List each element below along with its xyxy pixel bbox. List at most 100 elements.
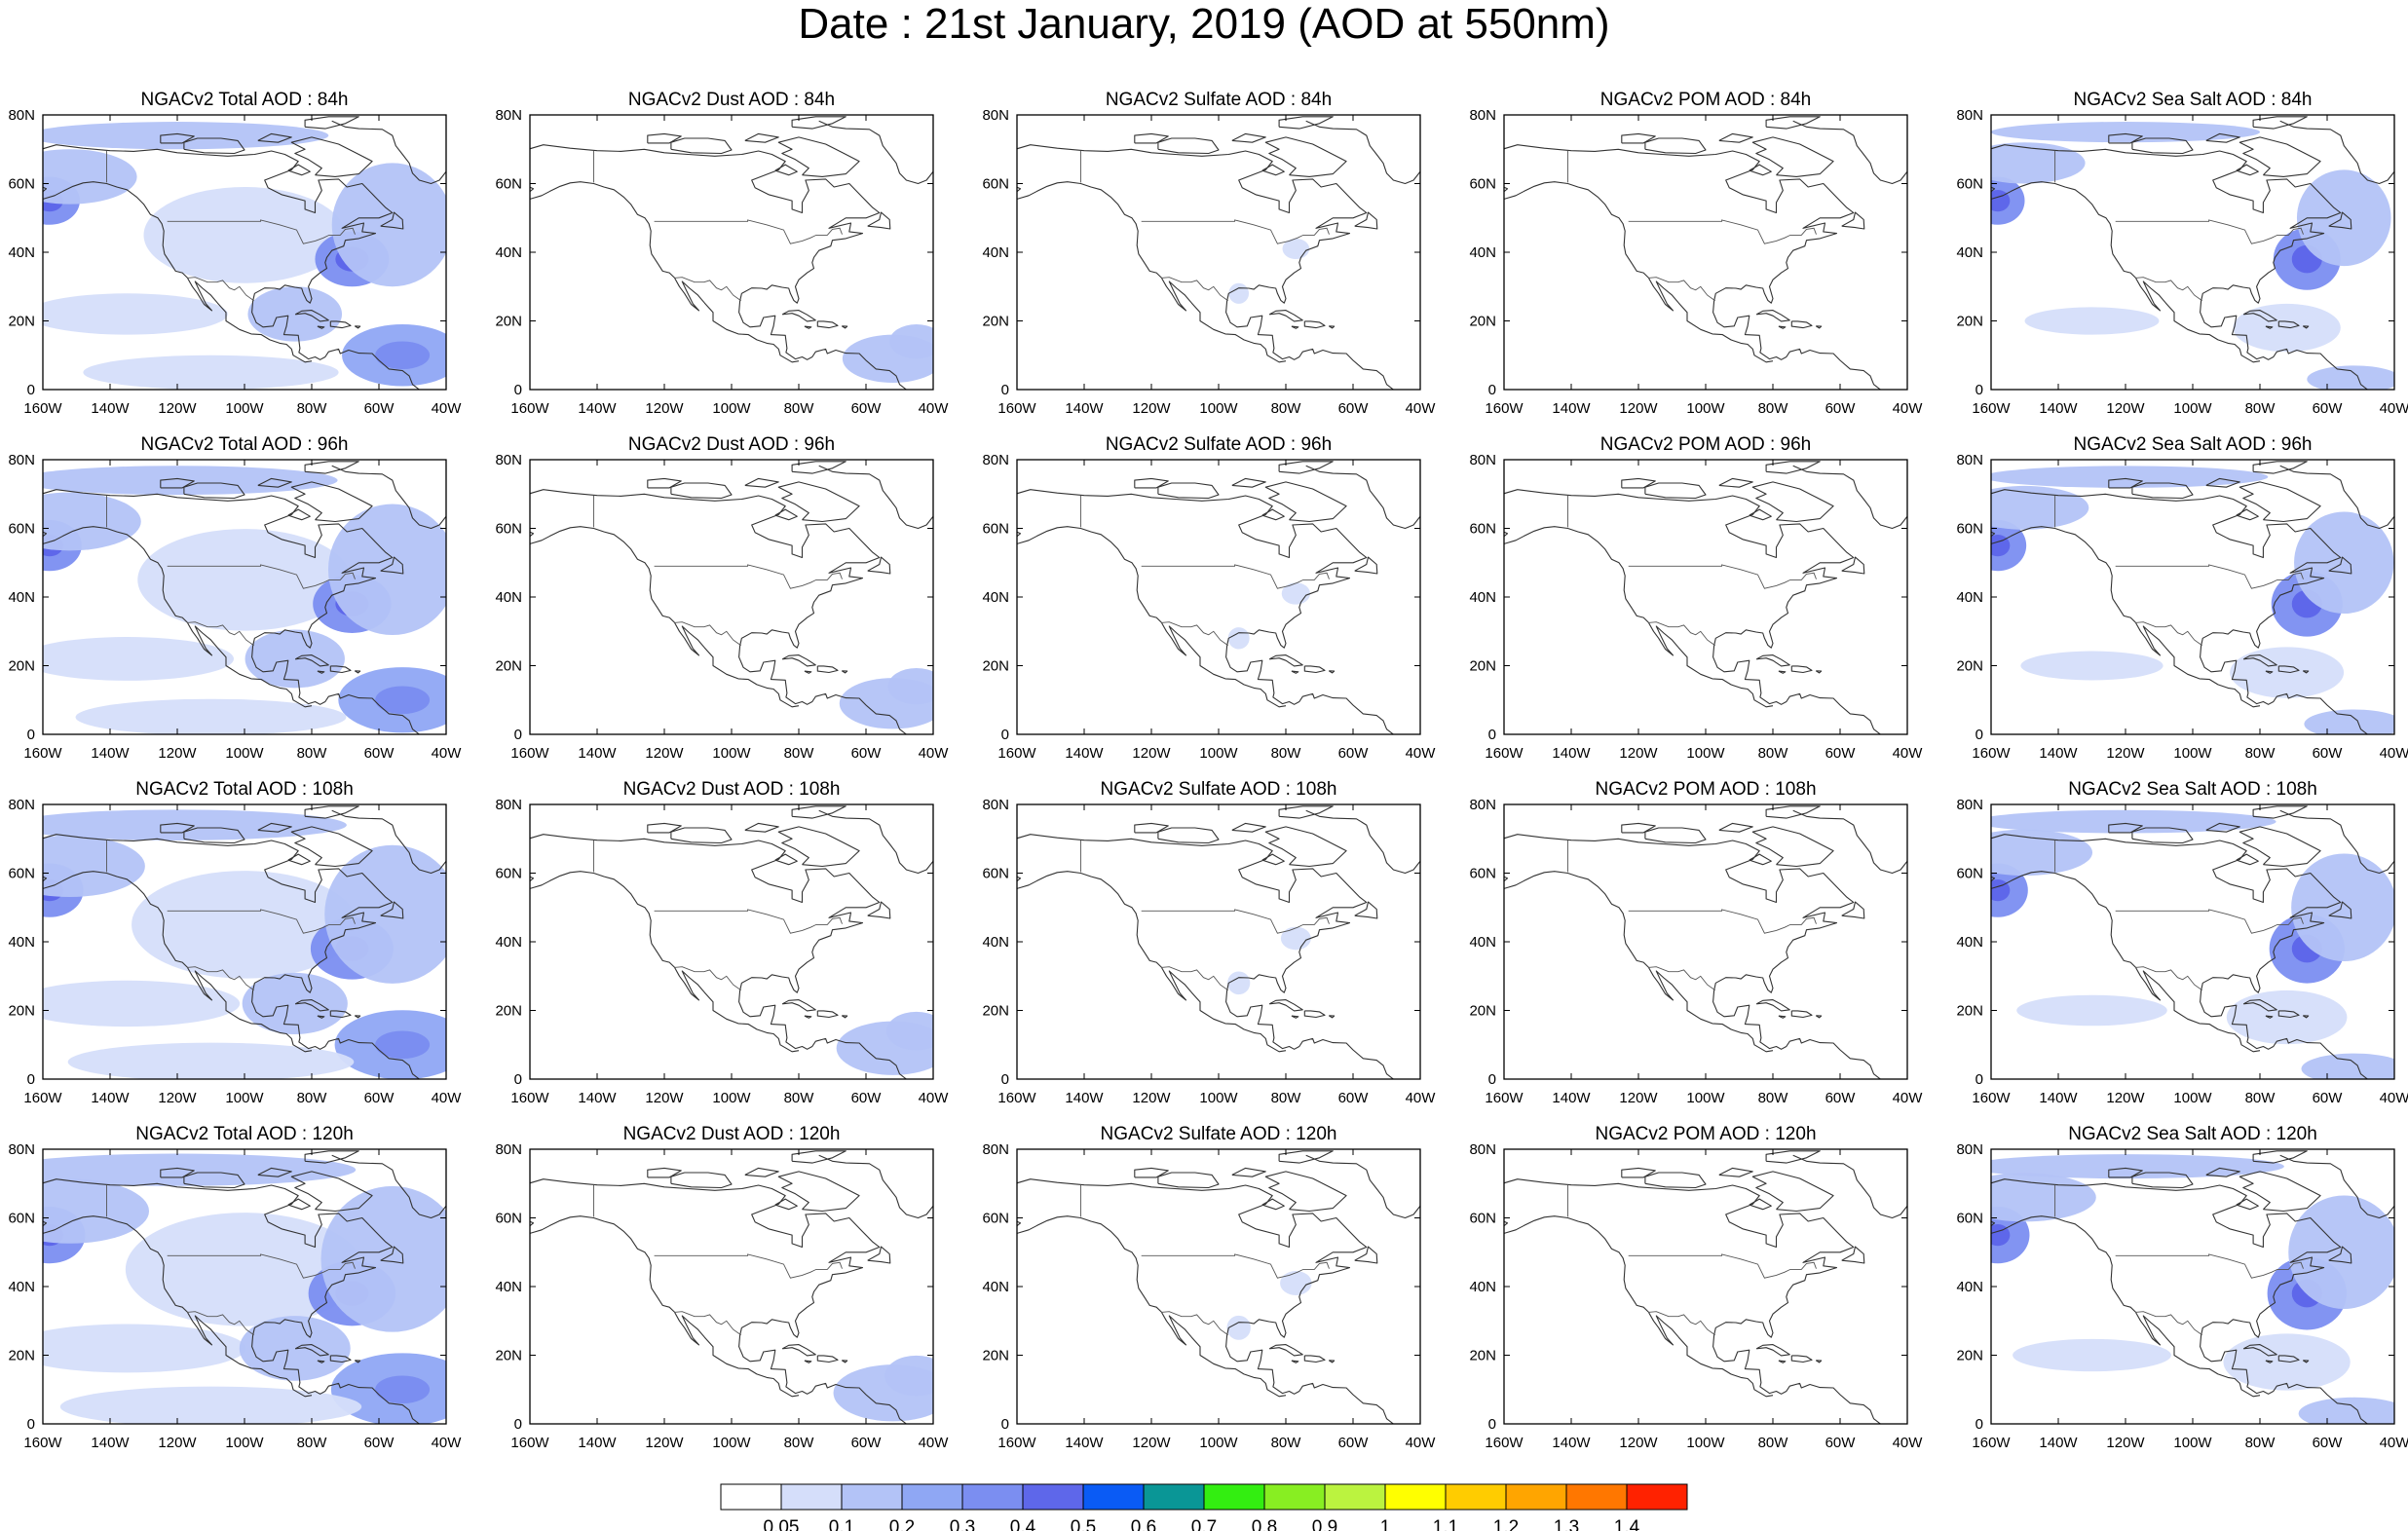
coastline xyxy=(781,654,816,667)
lon-tick-label: 140W xyxy=(578,1435,617,1451)
coastline xyxy=(1261,853,1285,866)
coastline xyxy=(294,310,329,322)
lat-tick-label: 0 xyxy=(1488,727,1496,743)
coastline xyxy=(1303,320,1326,329)
coastline xyxy=(317,1360,325,1363)
lat-tick-label: 0 xyxy=(27,1071,35,1088)
aod-shading xyxy=(887,667,933,705)
lon-tick-label: 60W xyxy=(851,1435,883,1451)
coastline xyxy=(304,116,359,130)
coastline xyxy=(841,1360,848,1363)
lat-tick-label: 0 xyxy=(514,1071,522,1088)
country-border xyxy=(1647,966,1715,991)
coastline xyxy=(1278,1150,1334,1164)
lon-tick-label: 140W xyxy=(1065,745,1104,762)
lat-tick-label: 80N xyxy=(8,452,35,468)
lon-tick-label: 140W xyxy=(91,400,130,417)
lon-tick-label: 140W xyxy=(1552,1090,1591,1106)
coastline xyxy=(1278,805,1334,819)
coastline xyxy=(1291,325,1299,329)
lat-tick-label: 40N xyxy=(495,244,522,261)
lon-tick-label: 120W xyxy=(158,400,197,417)
coastline xyxy=(2131,827,2194,844)
coastline xyxy=(781,1344,816,1357)
lon-tick-label: 140W xyxy=(91,1090,130,1106)
coastline xyxy=(2277,1355,2300,1363)
coastline xyxy=(2302,670,2310,674)
lon-tick-label: 160W xyxy=(510,745,549,762)
coastline xyxy=(1268,654,1303,667)
coastline xyxy=(1157,827,1220,844)
coastline xyxy=(329,665,352,674)
coastline xyxy=(1017,144,1395,390)
page-title: Date : 21st January, 2019 (AOD at 550nm) xyxy=(798,0,1610,48)
country-border xyxy=(2115,1253,2304,1279)
country-border xyxy=(186,1311,254,1336)
coastline xyxy=(530,526,800,708)
coastline xyxy=(2205,477,2240,488)
coastline xyxy=(1328,325,1336,329)
aod-field xyxy=(1991,460,2394,734)
country-border xyxy=(1141,219,1330,244)
lon-tick-label: 100W xyxy=(225,400,264,417)
panel-title: NGACv2 Dust AOD : 96h xyxy=(628,434,835,455)
coastline xyxy=(2242,999,2277,1012)
lon-tick-label: 60W xyxy=(364,745,395,762)
map-frame xyxy=(1503,459,1908,735)
lon-tick-label: 80W xyxy=(1271,1090,1302,1106)
coastline xyxy=(1778,1015,1787,1019)
lat-tick-label: 80N xyxy=(982,797,1009,813)
aod-field xyxy=(530,804,933,1079)
map-panel: NGACv2 Sulfate AOD : 108h 160W 140W 120W 100… xyxy=(982,779,1436,1106)
coastline xyxy=(331,460,446,530)
map-panel: NGACv2 POM AOD : 84h 160W 140W 120W 100W 80W 6… xyxy=(1469,90,1923,417)
lon-tick-label: 100W xyxy=(2173,400,2212,417)
aod-shading xyxy=(43,809,347,840)
coastline xyxy=(670,827,733,844)
aod-shading xyxy=(2298,1397,2394,1424)
lat-tick-label: 80N xyxy=(1469,452,1496,468)
lon-tick-label: 140W xyxy=(578,745,617,762)
map-panel: NGACv2 Total AOD : 96h 160W 140W 120W 100W 80… xyxy=(8,434,462,762)
lon-tick-label: 40W xyxy=(2380,1435,2408,1451)
coastline xyxy=(317,325,325,329)
lon-tick-label: 60W xyxy=(2313,1435,2344,1451)
coastline xyxy=(867,556,891,575)
colorbar-swatch xyxy=(1263,1483,1326,1511)
coastline xyxy=(1815,1015,1823,1019)
coastline xyxy=(2252,1150,2308,1164)
panel-title: NGACv2 Dust AOD : 108h xyxy=(623,779,841,800)
lat-tick-label: 80N xyxy=(495,107,522,124)
coastline xyxy=(1644,1172,1707,1189)
aod-shading-core xyxy=(1991,190,2011,212)
lon-tick-label: 80W xyxy=(297,1090,328,1106)
coastline xyxy=(1841,211,1865,230)
aod-shading xyxy=(2307,365,2394,390)
lon-tick-label: 100W xyxy=(712,745,751,762)
coastline xyxy=(530,489,908,734)
lat-tick-label: 20N xyxy=(8,1348,35,1364)
map-panel: NGACv2 POM AOD : 120h 160W 140W 120W 100W 80W… xyxy=(1469,1124,1923,1451)
lon-tick-label: 100W xyxy=(712,1435,751,1451)
coastline xyxy=(43,144,421,390)
coastline xyxy=(1841,1246,1865,1264)
aod-shading-core xyxy=(1991,879,2011,902)
coastline xyxy=(354,1360,361,1363)
coastline xyxy=(744,1167,779,1177)
coastline xyxy=(2252,116,2308,130)
lat-tick-label: 40N xyxy=(982,244,1009,261)
lat-tick-label: 80N xyxy=(1956,1141,1983,1158)
coastline xyxy=(1621,132,1656,144)
aod-shading xyxy=(59,1386,362,1424)
coastline xyxy=(816,320,839,329)
country-border xyxy=(1160,966,1228,991)
country-border xyxy=(654,1253,843,1279)
lat-tick-label: 80N xyxy=(8,797,35,813)
aod-shading xyxy=(143,187,346,283)
aod-shading xyxy=(239,1316,351,1381)
lat-tick-label: 60N xyxy=(8,866,35,882)
lon-tick-label: 60W xyxy=(1825,1435,1857,1451)
lon-tick-label: 140W xyxy=(1065,1090,1104,1106)
country-border xyxy=(1628,219,1817,244)
coastline xyxy=(1278,116,1334,130)
